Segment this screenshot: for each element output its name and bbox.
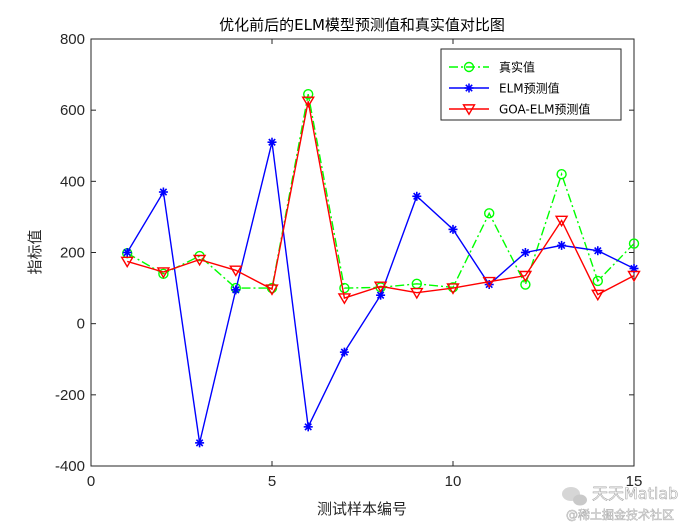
data-point — [412, 191, 422, 201]
legend: 真实值 ELM预测值 GOA-ELM预测值 — [440, 48, 622, 121]
data-point — [446, 283, 460, 295]
series-line — [127, 101, 635, 299]
legend-marker — [462, 104, 476, 116]
series-layer — [120, 88, 641, 448]
legend-marker — [464, 83, 474, 93]
data-point — [628, 238, 640, 249]
x-tick-label: 15 — [626, 473, 643, 490]
data-point — [339, 282, 350, 294]
data-point — [303, 88, 314, 100]
data-point — [339, 347, 349, 357]
data-point — [301, 96, 315, 108]
data-point — [158, 187, 168, 197]
data-point — [518, 270, 533, 283]
y-tick-label: 800 — [60, 31, 85, 48]
y-axis-label: 指标值 — [26, 229, 44, 274]
watermark-subtitle: @稀土掘金技术社区 — [566, 507, 674, 522]
legend-item: 真实值 — [449, 60, 535, 75]
data-point — [592, 275, 603, 287]
data-point — [556, 169, 567, 180]
watermark: 天天Matlab @稀土掘金技术社区 — [562, 484, 679, 522]
legend-label: ELM预测值 — [499, 81, 560, 96]
data-point — [231, 285, 241, 295]
x-tick-label: 5 — [268, 473, 276, 490]
legend-label: GOA-ELM预测值 — [499, 102, 590, 117]
chart-title: 优化前后的ELM模型预测值和真实值对比图 — [219, 16, 505, 34]
data-point — [120, 256, 134, 269]
data-point — [303, 422, 313, 432]
data-point — [520, 248, 530, 257]
y-tick-label: -200 — [55, 387, 85, 404]
legend-item: GOA-ELM预测值 — [449, 102, 590, 117]
series-line — [126, 94, 635, 289]
data-point — [557, 240, 567, 250]
series-2 — [120, 96, 641, 305]
legend-box — [440, 48, 622, 121]
x-tick-label: 0 — [87, 473, 95, 490]
y-tick-label: 0 — [77, 316, 85, 333]
data-point — [591, 289, 605, 302]
data-point — [156, 267, 171, 279]
legend-marker — [463, 61, 475, 73]
y-tick-label: 200 — [60, 245, 85, 262]
data-point — [267, 137, 277, 147]
data-point — [448, 224, 458, 234]
data-point — [337, 293, 352, 305]
legend-label: 真实值 — [499, 60, 535, 75]
wechat-icon — [562, 487, 587, 506]
x-tick-label: 10 — [445, 473, 462, 490]
data-point — [122, 248, 132, 257]
data-point — [192, 254, 207, 267]
x-axis-label: 测试样本编号 — [317, 500, 407, 518]
data-point — [484, 208, 495, 219]
data-point — [265, 284, 279, 296]
series-1 — [122, 137, 639, 448]
data-point — [629, 264, 639, 274]
y-tick-label: 600 — [60, 102, 85, 119]
watermark-title: 天天Matlab — [592, 484, 678, 503]
axes: 0 5 10 15 -400 -200 0 200 400 600 800 — [55, 31, 642, 490]
y-tick-label: -400 — [55, 458, 85, 475]
data-point — [229, 265, 243, 277]
data-point — [554, 215, 569, 228]
data-point — [195, 438, 205, 448]
data-point — [593, 246, 603, 256]
data-point — [627, 270, 641, 283]
data-point — [373, 281, 388, 293]
data-point — [482, 276, 496, 289]
legend-item: ELM预测值 — [449, 81, 560, 96]
y-tick-label: 400 — [60, 173, 85, 190]
data-point — [410, 287, 424, 300]
